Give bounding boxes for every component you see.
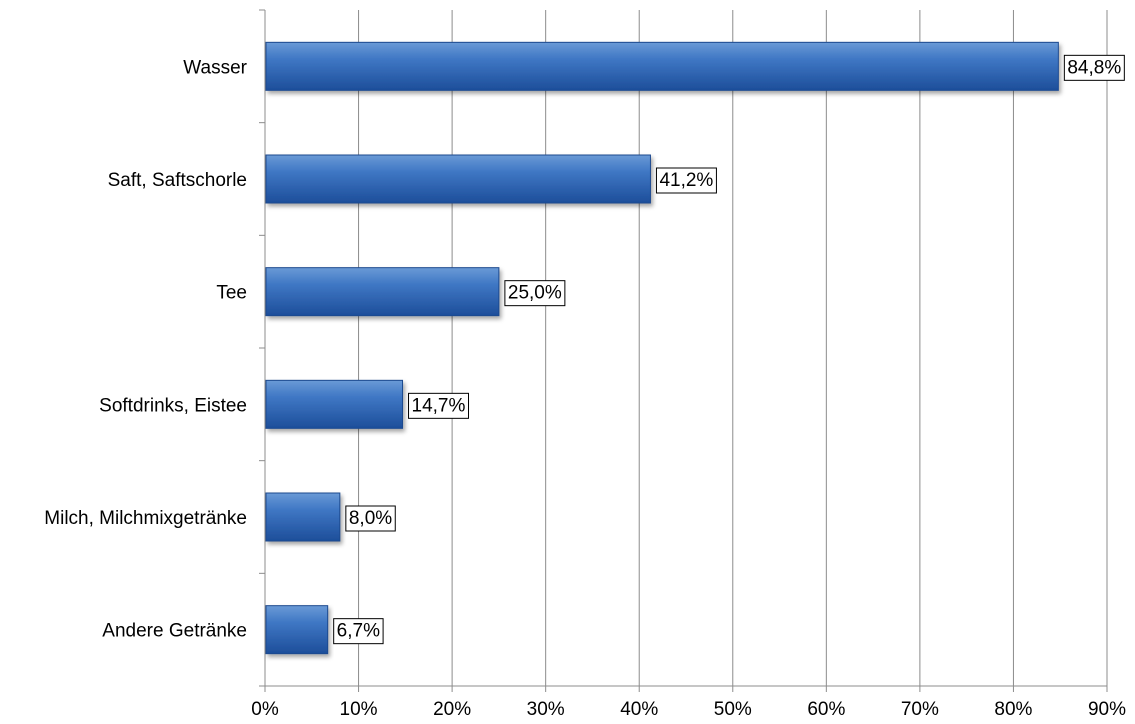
bar-2: [265, 267, 500, 317]
data-label-box: [655, 167, 717, 194]
gridlines: [358, 10, 1108, 686]
x-tick-label: 10%: [340, 699, 378, 720]
x-tick-label: 0%: [251, 699, 279, 720]
category-label: Tee: [216, 283, 247, 304]
data-label-text: 8,0%: [349, 508, 392, 529]
category-label: Softdrinks, Eistee: [99, 395, 247, 416]
data-label-box: [345, 505, 396, 532]
x-tick-label: 70%: [901, 699, 939, 720]
data-label-text: 41,2%: [659, 170, 713, 191]
category-label: Milch, Milchmixgetränke: [44, 508, 247, 529]
bar-3: [265, 379, 404, 429]
x-tick-label: 80%: [994, 699, 1032, 720]
x-tick-label: 90%: [1088, 699, 1126, 720]
data-label-box: [333, 618, 384, 645]
category-label: Wasser: [183, 57, 247, 78]
x-tick-label: 50%: [714, 699, 752, 720]
x-tick-label: 40%: [620, 699, 658, 720]
data-label-text: 6,7%: [337, 621, 380, 642]
data-label-text: 84,8%: [1067, 57, 1121, 78]
bars: [265, 41, 1059, 655]
data-label: 25,0%: [504, 280, 566, 307]
data-label-text: 14,7%: [412, 395, 466, 416]
bar-4: [265, 492, 341, 542]
category-label: Saft, Saftschorle: [108, 170, 247, 191]
data-label-box: [408, 392, 470, 419]
data-label-box: [504, 280, 566, 307]
x-tick-label: 60%: [807, 699, 845, 720]
data-label-text: 25,0%: [508, 283, 562, 304]
data-label-box: [1063, 54, 1125, 81]
bar-1: [265, 154, 651, 204]
data-label: 41,2%: [655, 167, 717, 194]
data-label: 84,8%: [1063, 54, 1125, 81]
data-label: 8,0%: [345, 505, 396, 532]
bar-0: [265, 41, 1059, 91]
labels: 0% 10% 20% 30% 40% 50% 60% 70% 80% 90% Wasser 84,8%…: [44, 54, 1126, 720]
bar-5: [265, 605, 329, 655]
data-label: 6,7%: [333, 618, 384, 645]
category-label: Andere Getränke: [102, 621, 247, 642]
axes: [259, 9, 1108, 692]
data-label: 14,7%: [408, 392, 470, 419]
x-tick-label: 30%: [527, 699, 565, 720]
x-tick-label: 20%: [433, 699, 471, 720]
